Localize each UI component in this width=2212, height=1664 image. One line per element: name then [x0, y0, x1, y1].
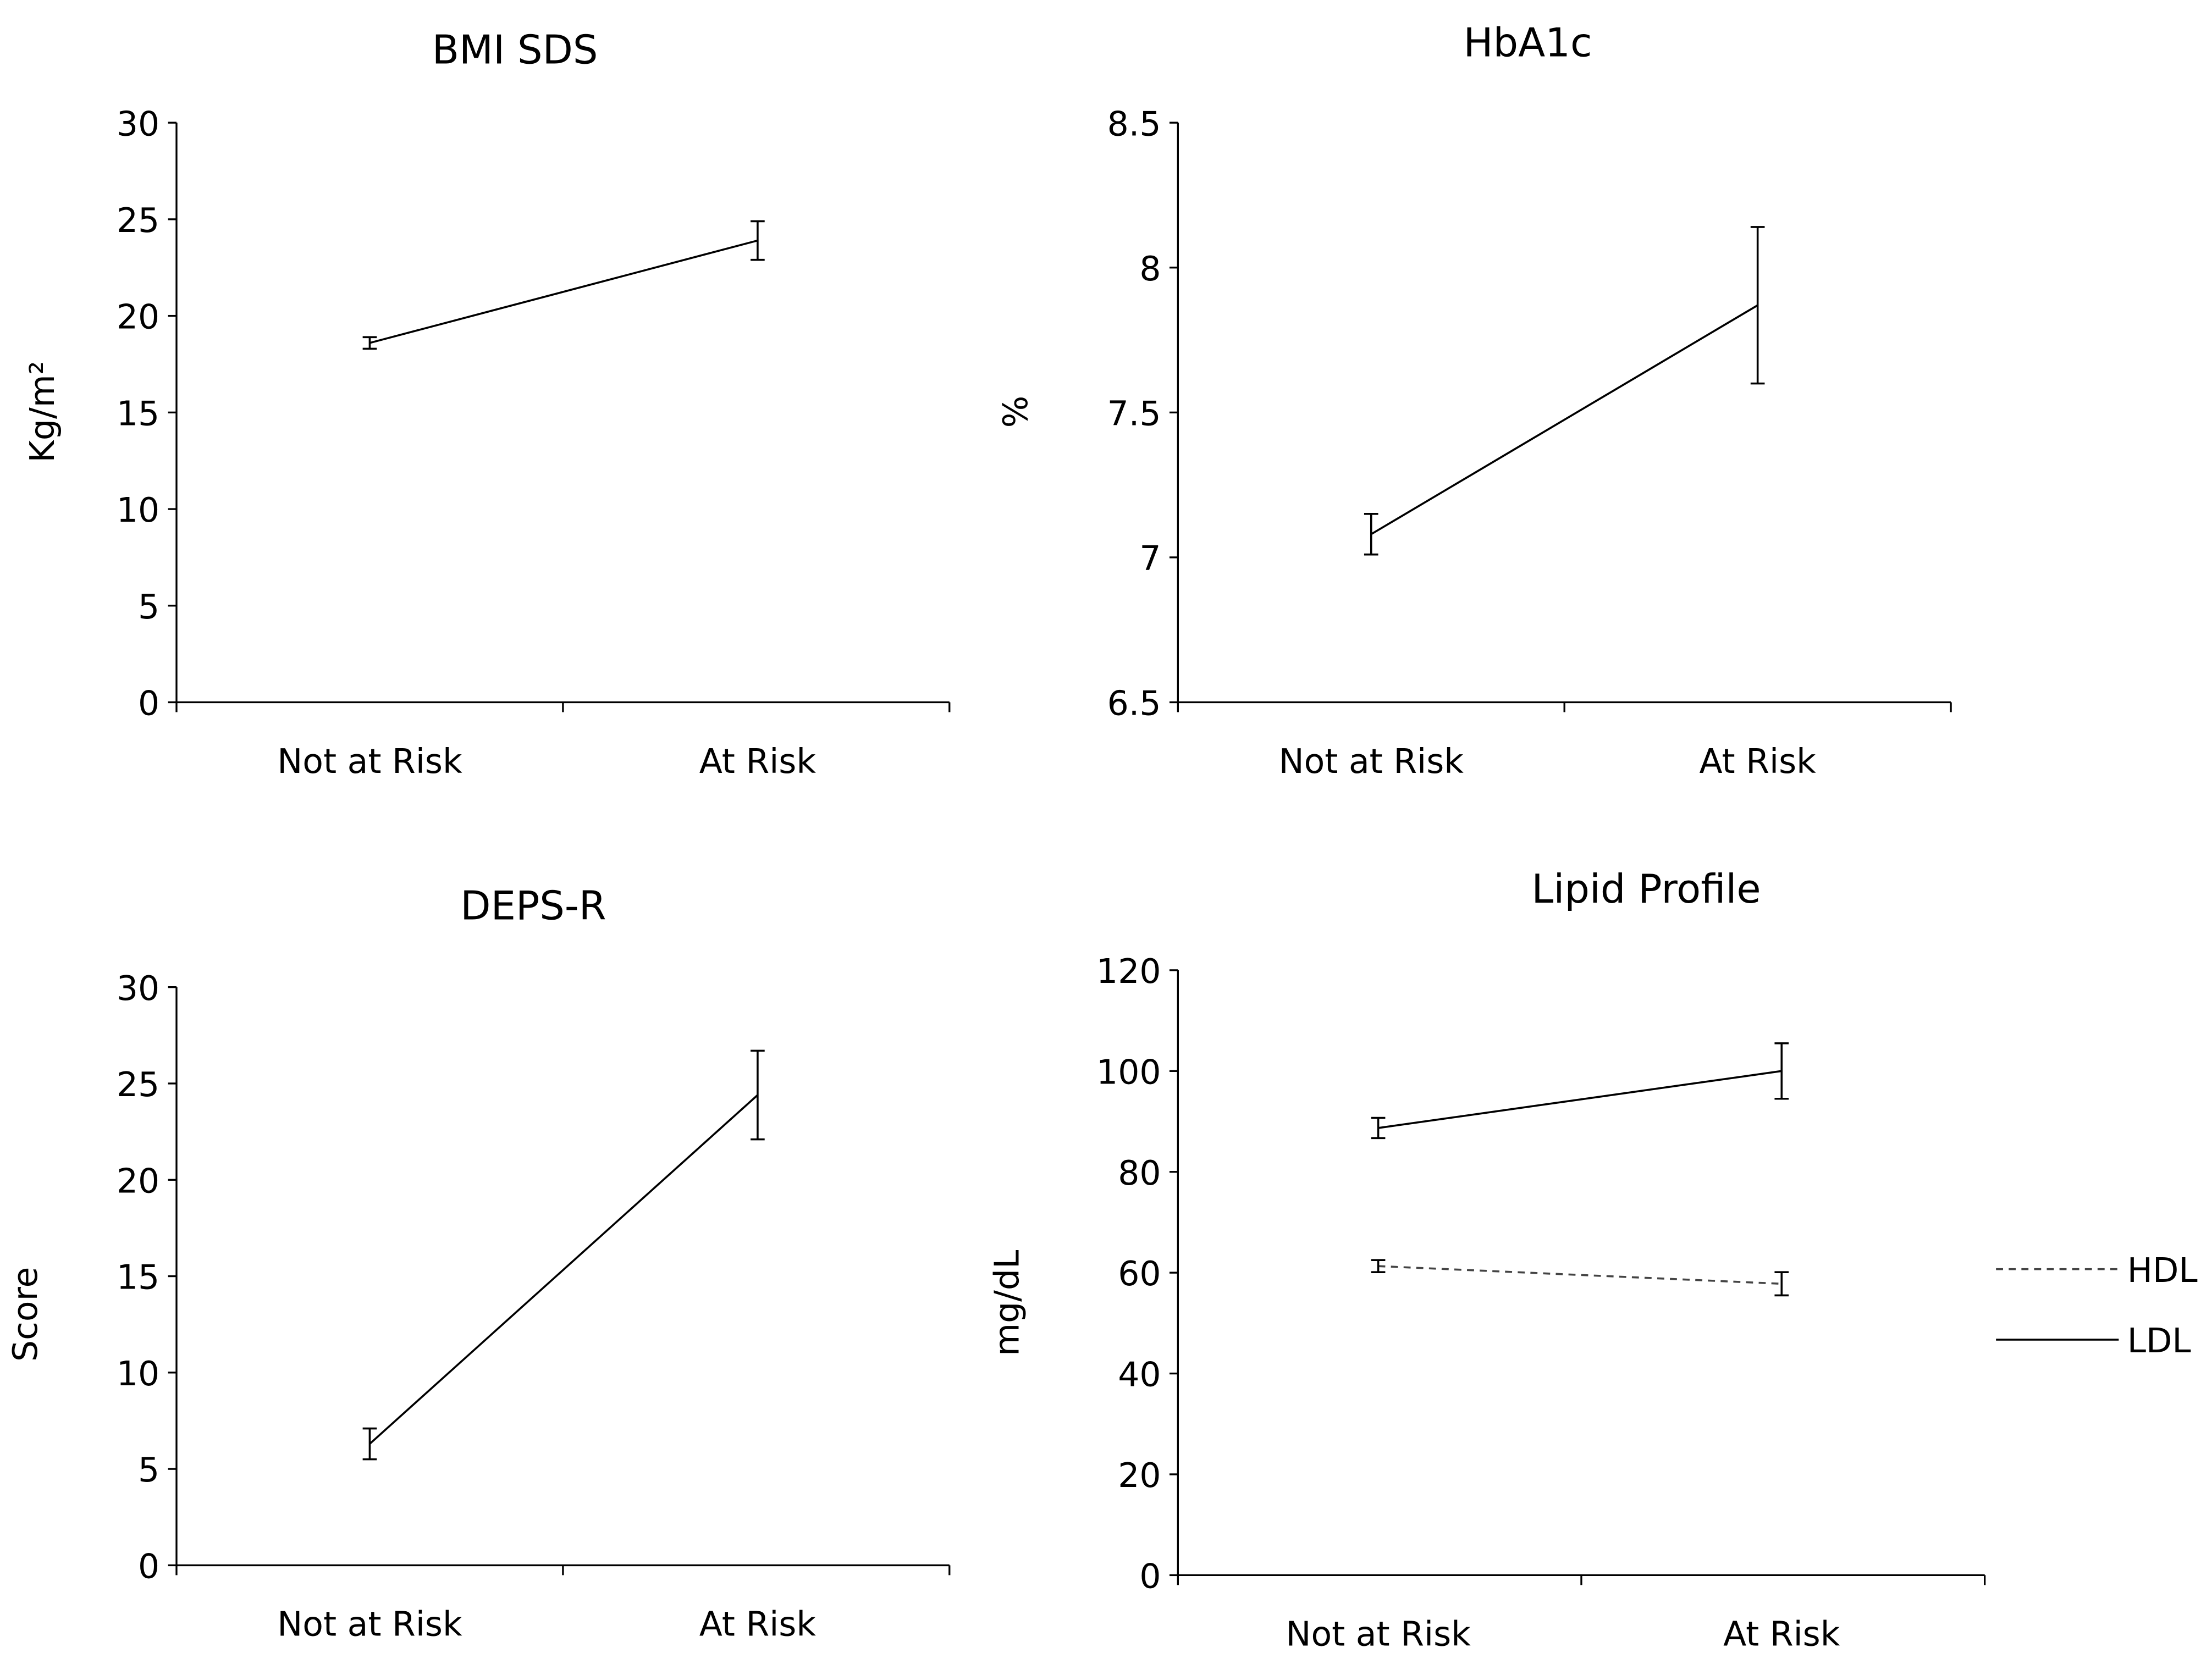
y-tick-label: 40 [1118, 1355, 1161, 1395]
y-tick-label: 10 [117, 1354, 159, 1394]
series-line-bmi-sds [369, 239, 758, 344]
y-tick-label: 30 [117, 104, 159, 143]
y-tick-label: 60 [1118, 1254, 1161, 1293]
x-tick-label: At Risk [1699, 742, 1816, 781]
chart-title: HbA1c [1464, 20, 1592, 66]
chart-panel-bmi-sds: BMI SDS 0 5 10 15 20 25 30 Not at Risk At Risk Kg/… [23, 26, 951, 781]
x-tick-label: Not at Risk [277, 1605, 462, 1644]
y-tick-label: 7 [1139, 539, 1161, 578]
x-tick-label: Not at Risk [1286, 1615, 1471, 1654]
y-tick-label: 0 [138, 684, 159, 723]
chart-title: BMI SDS [432, 26, 598, 73]
y-tick-label: 80 [1118, 1153, 1161, 1193]
y-axis-label: mg/dL [987, 1250, 1027, 1356]
y-tick-label: 20 [117, 1161, 159, 1201]
x-tick-label: Not at Risk [277, 742, 462, 781]
series-line-ldl [1378, 1070, 1782, 1129]
y-tick-label: 15 [117, 1258, 159, 1297]
chart-panel-deps-r: DEPS-R 0 5 10 15 20 25 30 Not at Risk At Risk Scor… [5, 883, 951, 1644]
chart-title: Lipid Profile [1531, 866, 1761, 912]
y-tick-label: 0 [138, 1547, 159, 1586]
y-tick-label: 15 [117, 394, 159, 433]
y-tick-label: 10 [117, 490, 159, 530]
x-tick-label: At Risk [699, 1605, 817, 1644]
y-tick-label: 120 [1096, 952, 1161, 991]
series-line-hba1c [1370, 304, 1758, 535]
series-line-deps-r [369, 1094, 759, 1445]
y-tick-label: 100 [1096, 1052, 1161, 1092]
y-tick-label: 30 [117, 969, 159, 1008]
x-tick-label: At Risk [1723, 1615, 1840, 1654]
legend-label-hdl: HDL [2127, 1251, 2198, 1290]
legend-label-ldl: LDL [2127, 1321, 2191, 1361]
y-tick-label: 0 [1139, 1556, 1161, 1596]
y-tick-label: 20 [117, 297, 159, 337]
x-tick-label: At Risk [699, 742, 817, 781]
y-tick-label: 25 [117, 1065, 159, 1104]
chart-title: DEPS-R [460, 883, 606, 929]
series-line-hdl [1378, 1265, 1782, 1285]
y-tick-label: 6.5 [1107, 684, 1161, 723]
y-tick-label: 8 [1139, 249, 1161, 289]
y-axis-label: Kg/m² [23, 361, 62, 463]
y-tick-label: 5 [138, 587, 159, 627]
y-tick-label: 5 [138, 1450, 159, 1490]
x-tick-label: Not at Risk [1279, 742, 1464, 781]
y-tick-label: 25 [117, 201, 159, 240]
y-axis-label: % [996, 396, 1035, 428]
y-tick-label: 7.5 [1107, 394, 1161, 433]
chart-panel-lipid-profile: Lipid Profile 0 20 40 60 80 100 120 Not at Risk A… [987, 866, 2197, 1654]
y-tick-label: 20 [1118, 1456, 1161, 1495]
y-tick-label: 8.5 [1107, 104, 1161, 143]
y-axis-label: Score [5, 1267, 45, 1362]
chart-panel-hba1c: HbA1c 6.5 7 7.5 8 8.5 Not at Risk At Risk% [996, 20, 1952, 781]
